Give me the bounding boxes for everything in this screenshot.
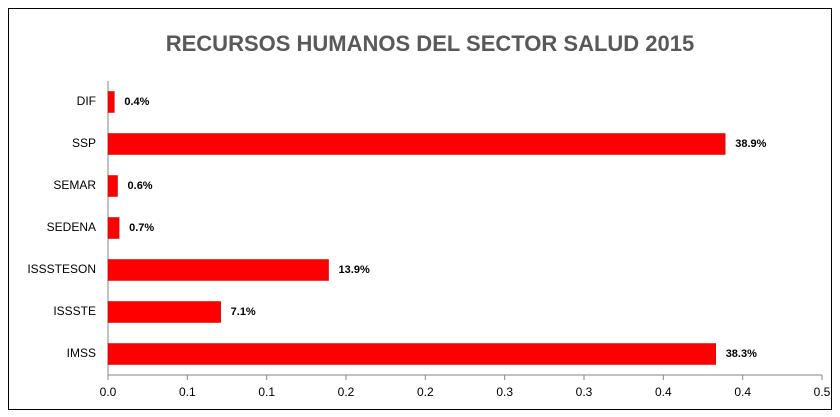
bar [107,175,118,197]
y-tick-label: ISSSTESON [27,262,96,276]
chart-border [8,8,832,410]
bar [107,91,115,113]
bar [107,259,329,281]
value-label: 0.7% [129,222,154,234]
x-tick-label: 0.4 [734,385,751,399]
value-label: 0.4% [124,96,149,108]
x-tick-label: 0.1 [179,385,196,399]
y-tick-label: ISSSTE [53,304,96,318]
y-tick-label: IMSS [67,346,96,360]
x-tick-label: 0.3 [576,385,593,399]
y-tick-label: SEMAR [53,178,96,192]
bar [107,217,120,239]
bar [107,133,726,155]
x-tick-label: 0.1 [258,385,275,399]
x-tick-label: 0.2 [417,385,434,399]
bar [107,301,221,323]
x-tick-label: 0.0 [100,385,117,399]
value-label: 38.9% [735,138,766,150]
y-tick-label: DIF [77,94,96,108]
x-tick-label: 0.3 [496,385,513,399]
chart-title: RECURSOS HUMANOS DEL SECTOR SALUD 2015 [166,31,695,56]
value-label: 13.9% [339,264,370,276]
x-tick-label: 0.4 [655,385,672,399]
y-tick-label: SEDENA [47,220,96,234]
x-tick-label: 0.5 [814,385,831,399]
value-label: 7.1% [231,306,256,318]
y-tick-label: SSP [72,136,96,150]
value-label: 0.6% [128,180,153,192]
x-tick-label: 0.2 [338,385,355,399]
bar [107,343,716,365]
value-label: 38.3% [726,348,757,360]
